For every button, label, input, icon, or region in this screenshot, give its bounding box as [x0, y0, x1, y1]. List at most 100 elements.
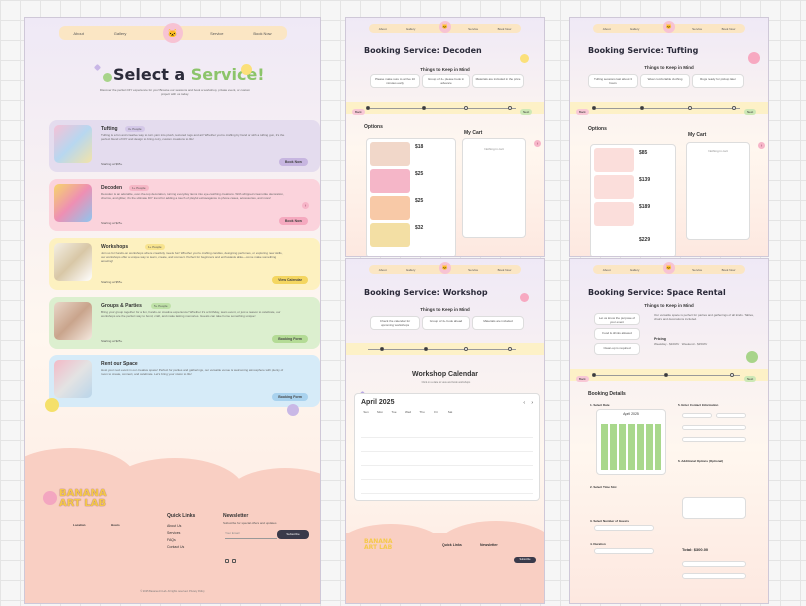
- service-card-workshops[interactable]: Workshops 1+ People Join us for hands-on…: [49, 238, 320, 290]
- subscribe-button[interactable]: Subscribe: [514, 557, 536, 563]
- service-title: Tufting: [101, 126, 118, 132]
- footer-link-faqs[interactable]: FAQs: [167, 538, 176, 542]
- next-button[interactable]: Next: [744, 376, 757, 382]
- tufting-page: About Gallery Service Book Now 🐱 Booking Se…: [569, 17, 769, 257]
- flower-icon: [45, 398, 59, 412]
- booking-form-button[interactable]: Booking Form: [272, 335, 308, 343]
- options-list: $18 $25 $25 $32: [366, 138, 456, 256]
- cat-logo-icon[interactable]: 🐱: [663, 262, 675, 274]
- keep-in-mind-heading: Things to Keep in Mind: [420, 67, 470, 72]
- footer-link-about[interactable]: About Us: [167, 524, 182, 528]
- cat-logo-icon[interactable]: 🐱: [439, 21, 451, 33]
- next-button[interactable]: Next: [520, 109, 533, 115]
- space-rental-page: About Gallery Service Book Now 🐱 Booking Se…: [569, 258, 769, 604]
- next-month-button[interactable]: ›: [531, 400, 533, 406]
- option-item[interactable]: [370, 196, 410, 220]
- nav-about[interactable]: About: [602, 26, 611, 31]
- notes-textarea[interactable]: [682, 497, 746, 519]
- prev-month-button[interactable]: ‹: [523, 400, 525, 406]
- cart-heading: My Cart: [464, 130, 483, 136]
- page-title: Booking Service: Space Rental: [588, 288, 726, 297]
- option-item[interactable]: [594, 148, 634, 172]
- service-desc: Tufting is a fun and creative way to tur…: [101, 133, 285, 142]
- progress-steps: Back Next: [570, 369, 768, 382]
- nav-about[interactable]: About: [378, 267, 387, 272]
- nav-book[interactable]: Book Now: [721, 267, 736, 272]
- option-item[interactable]: [594, 175, 634, 199]
- flower-icon: [748, 52, 760, 64]
- calendar-days[interactable]: [361, 424, 533, 494]
- nav-service[interactable]: Service: [692, 26, 703, 31]
- nav-about[interactable]: About: [73, 30, 84, 36]
- option-item[interactable]: [370, 223, 410, 247]
- scroll-top-button[interactable]: ↑: [758, 142, 765, 149]
- instagram-icon[interactable]: [232, 559, 236, 563]
- payment-select[interactable]: [682, 561, 746, 567]
- contact-email-field[interactable]: [682, 425, 746, 430]
- guests-label: 3. Select Number of Guests: [590, 519, 630, 523]
- nav-gallery[interactable]: Gallery: [405, 267, 416, 272]
- nav-service[interactable]: Service: [468, 26, 479, 31]
- info-card: Group of 4+ please book in advance: [422, 74, 470, 88]
- cat-logo-icon[interactable]: 🐱: [663, 21, 675, 33]
- cat-logo-icon[interactable]: 🐱: [439, 262, 451, 274]
- nav-gallery[interactable]: Gallery: [629, 26, 640, 31]
- service-card-tufting[interactable]: Tufting 3+ People Tufting is a fun and c…: [49, 120, 320, 172]
- mini-calendar[interactable]: April 2025: [596, 409, 666, 475]
- back-button[interactable]: Back: [576, 109, 589, 115]
- pricing-text: Weekday - $100/hr Weekend - $150/hr: [654, 342, 708, 346]
- pricing-heading: Pricing: [654, 337, 666, 341]
- next-button[interactable]: Next: [744, 109, 757, 115]
- service-desc: Bring your group together for a fun, han…: [101, 310, 281, 319]
- service-card-decoden[interactable]: Decoden 1+ People Decoden is an adorable…: [49, 179, 320, 231]
- service-price: Starting at $25+: [101, 339, 123, 343]
- service-card-groups[interactable]: Groups & Parties 5+ People Bring your gr…: [49, 297, 320, 349]
- nav-service[interactable]: Service: [468, 267, 479, 272]
- option-item[interactable]: [370, 169, 410, 193]
- footer-link-contact[interactable]: Contact Us: [167, 545, 185, 549]
- cart-panel: Nothing in cart: [686, 142, 750, 240]
- nav-service[interactable]: Service: [692, 267, 703, 272]
- nav-gallery[interactable]: Gallery: [629, 267, 640, 272]
- back-button[interactable]: Back: [352, 109, 365, 115]
- contact-name-field[interactable]: [682, 413, 712, 418]
- option-item[interactable]: [370, 142, 410, 166]
- option-price: $25: [415, 198, 424, 204]
- guests-select[interactable]: [594, 525, 654, 531]
- booking-form-button[interactable]: Booking Form: [272, 393, 308, 401]
- back-button[interactable]: Back: [576, 376, 589, 382]
- progress-steps: Back Next: [570, 102, 768, 115]
- nav-book[interactable]: Book Now: [497, 26, 512, 31]
- book-now-button[interactable]: Book Now: [278, 217, 308, 225]
- facebook-icon[interactable]: [225, 559, 229, 563]
- contact-phone-field[interactable]: [682, 437, 746, 442]
- nav-service[interactable]: Service: [210, 30, 224, 36]
- nav-book[interactable]: Book Now: [253, 30, 272, 36]
- view-calendar-button[interactable]: View Calendar: [272, 276, 308, 284]
- booking-details-heading: Booking Details: [588, 391, 626, 397]
- calendar: April 2025 ‹ › Sun Mon Tue Wed Thu Fri Sat: [354, 393, 540, 501]
- scroll-top-button[interactable]: ↑: [302, 202, 309, 209]
- option-item[interactable]: [594, 202, 634, 226]
- keep-in-mind-heading: Things to Keep in Mind: [644, 65, 694, 70]
- footer-link-services[interactable]: Services: [167, 531, 181, 535]
- contact-last-field[interactable]: [716, 413, 746, 418]
- nav-book[interactable]: Book Now: [497, 267, 512, 272]
- scroll-top-button[interactable]: ↑: [534, 140, 541, 147]
- nav-gallery[interactable]: Gallery: [113, 30, 127, 36]
- duration-select[interactable]: [594, 548, 654, 554]
- info-card: Rugs ready for pickup later: [692, 74, 744, 88]
- nav-about[interactable]: About: [378, 26, 387, 31]
- nav-book[interactable]: Book Now: [721, 26, 736, 31]
- nav-about[interactable]: About: [602, 267, 611, 272]
- calendar-days[interactable]: [601, 424, 661, 470]
- payment-select[interactable]: [682, 573, 746, 579]
- nav-gallery[interactable]: Gallery: [405, 26, 416, 31]
- cat-logo-icon[interactable]: 🐱: [162, 23, 183, 43]
- book-now-button[interactable]: Book Now: [278, 158, 308, 166]
- cart-empty-text: Nothing in cart: [484, 147, 504, 151]
- subscribe-button[interactable]: Subscribe: [277, 530, 309, 539]
- calendar-subtitle: Click on a date to view and book worksho…: [421, 381, 471, 384]
- email-input[interactable]: Your Email: [225, 531, 277, 539]
- service-card-rent[interactable]: Rent our Space Host your next event in o…: [49, 355, 320, 407]
